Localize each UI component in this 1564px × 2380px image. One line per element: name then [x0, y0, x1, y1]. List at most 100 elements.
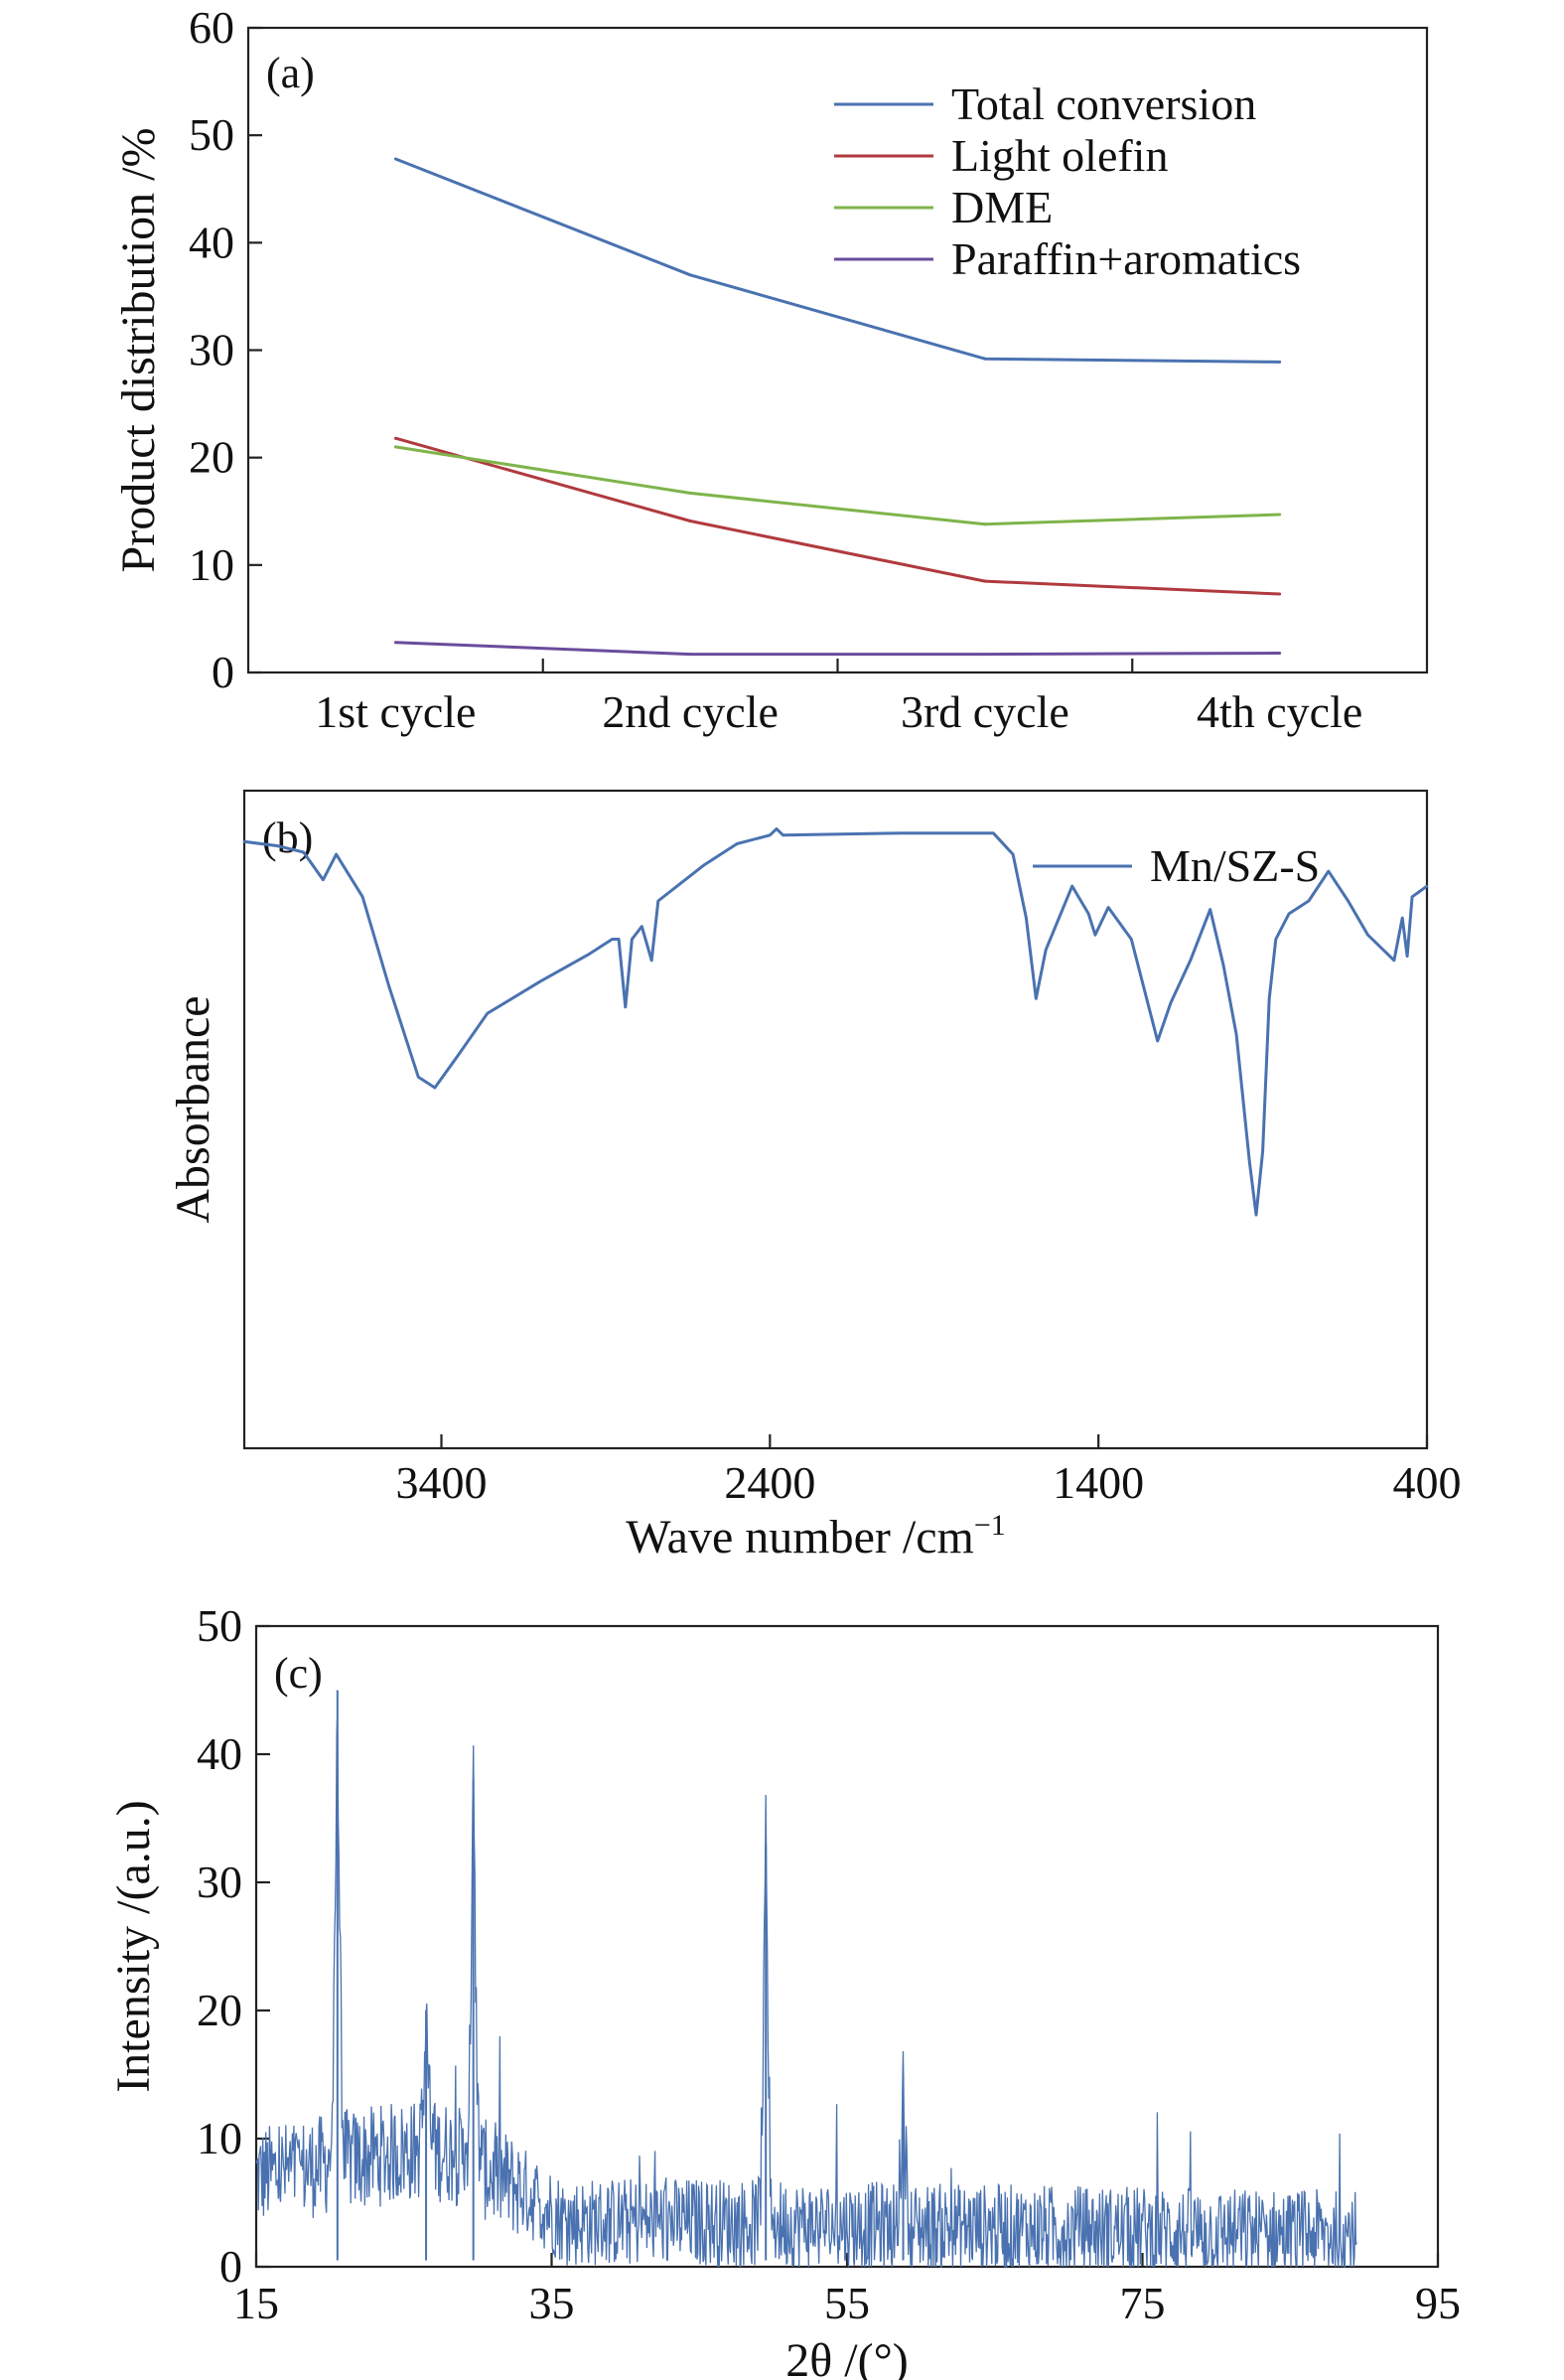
y-tick-label: 60 — [189, 2, 234, 53]
data-point — [624, 1005, 627, 1009]
data-point — [360, 895, 364, 898]
x-tick-label: 1400 — [1053, 1457, 1144, 1508]
legend-label: Light olefin — [951, 130, 1168, 181]
data-point — [1327, 869, 1330, 873]
data-point — [992, 831, 995, 834]
data-point — [640, 925, 643, 928]
legend-label: DME — [951, 182, 1053, 232]
data-point — [1248, 1160, 1251, 1163]
y-tick-label: 0 — [212, 647, 234, 697]
data-point — [322, 878, 325, 881]
data-point — [1011, 852, 1015, 856]
x-tick-label: 15 — [233, 2278, 279, 2328]
data-point — [1268, 997, 1271, 1000]
data-point — [775, 827, 779, 830]
data-point — [1278, 652, 1282, 656]
data-point — [1189, 959, 1193, 963]
plot-frame — [254, 1624, 1440, 2269]
data-point — [433, 1086, 437, 1090]
data-point — [1025, 916, 1028, 920]
data-point — [456, 1054, 460, 1058]
data-point — [1209, 908, 1211, 911]
y-tick-label: 20 — [189, 432, 234, 483]
y-axis-label: Product distribution /% — [112, 128, 165, 573]
data-point — [1400, 916, 1404, 920]
data-point — [1410, 895, 1414, 898]
data-point — [631, 938, 634, 941]
data-point — [588, 953, 591, 956]
series-line — [255, 1713, 1357, 2268]
y-tick-label: 40 — [197, 1728, 242, 1779]
data-point — [1261, 1149, 1264, 1153]
data-point — [393, 445, 397, 449]
data-point — [656, 899, 660, 903]
y-tick-label: 30 — [189, 325, 234, 375]
data-point — [1221, 963, 1225, 967]
data-point — [650, 959, 653, 963]
data-point — [1156, 1039, 1159, 1043]
panel-a: 0 10 20 30 40 50 60 1st cycle 2nd cycle 3rd cycle… — [112, 2, 1429, 737]
series-line — [394, 436, 1280, 596]
y-tick-label: 30 — [197, 1857, 242, 1907]
x-axis-label: Wave number /cm−1 — [626, 1509, 1006, 1563]
data-point — [393, 436, 397, 440]
x-axis-label: 2θ /(°) — [785, 2334, 909, 2380]
legend-label: Paraffin+aromatics — [951, 233, 1301, 284]
data-point — [983, 522, 987, 526]
data-point — [688, 273, 692, 277]
data-point — [702, 863, 706, 866]
data-point — [1106, 906, 1110, 909]
data-point — [1070, 884, 1073, 888]
x-axis-label-sup: −1 — [974, 1509, 1006, 1542]
y-tick-label: 10 — [197, 2113, 242, 2163]
data-point — [393, 641, 397, 645]
x-tick-label: 95 — [1415, 2278, 1461, 2328]
data-point — [782, 833, 784, 837]
data-point — [302, 850, 305, 854]
x-tick-label: 75 — [1120, 2278, 1166, 2328]
x-tick-label: 1st cycle — [315, 686, 476, 737]
series-line — [395, 641, 1280, 657]
data-point — [1278, 360, 1282, 364]
data-point — [1405, 955, 1409, 958]
data-point — [1366, 934, 1369, 937]
y-tick-label: 0 — [219, 2241, 242, 2292]
x-tick-label: 55 — [824, 2278, 870, 2328]
panel-label: (a) — [266, 49, 315, 97]
y-tick-label: 10 — [189, 539, 234, 590]
data-point — [1425, 884, 1429, 888]
data-point — [1234, 1033, 1238, 1036]
data-point — [387, 984, 390, 987]
data-point — [688, 519, 692, 522]
data-point — [688, 653, 692, 657]
x-tick-label: 3rd cycle — [901, 686, 1069, 737]
y-axis-label: Absorbance — [167, 995, 219, 1223]
x-tick-label: 35 — [529, 2278, 575, 2328]
data-point — [1045, 948, 1048, 952]
data-point — [1169, 1001, 1173, 1004]
y-tick-label: 40 — [189, 217, 234, 267]
y-tick-label: 20 — [197, 1985, 242, 2035]
legend-label: Total conversion — [951, 78, 1256, 129]
data-point — [242, 840, 246, 843]
data-point — [1130, 938, 1133, 941]
data-point — [393, 157, 397, 161]
data-point — [1347, 899, 1350, 903]
x-tick-label: 4th cycle — [1197, 686, 1362, 737]
data-point — [736, 842, 739, 845]
data-point — [1287, 912, 1291, 916]
data-point — [335, 852, 338, 856]
data-point — [611, 938, 614, 941]
data-point — [1278, 592, 1282, 596]
plot-frame — [242, 789, 1429, 1450]
y-tick-label: 50 — [197, 1600, 242, 1651]
series-line — [394, 157, 1280, 364]
x-tick-label: 2nd cycle — [602, 686, 779, 737]
data-point — [688, 491, 692, 495]
data-point — [1278, 513, 1282, 517]
data-point — [486, 1012, 490, 1015]
series-line — [395, 445, 1280, 526]
x-tick-label: 3400 — [396, 1457, 488, 1508]
data-point — [617, 938, 621, 941]
data-point — [1307, 899, 1311, 903]
